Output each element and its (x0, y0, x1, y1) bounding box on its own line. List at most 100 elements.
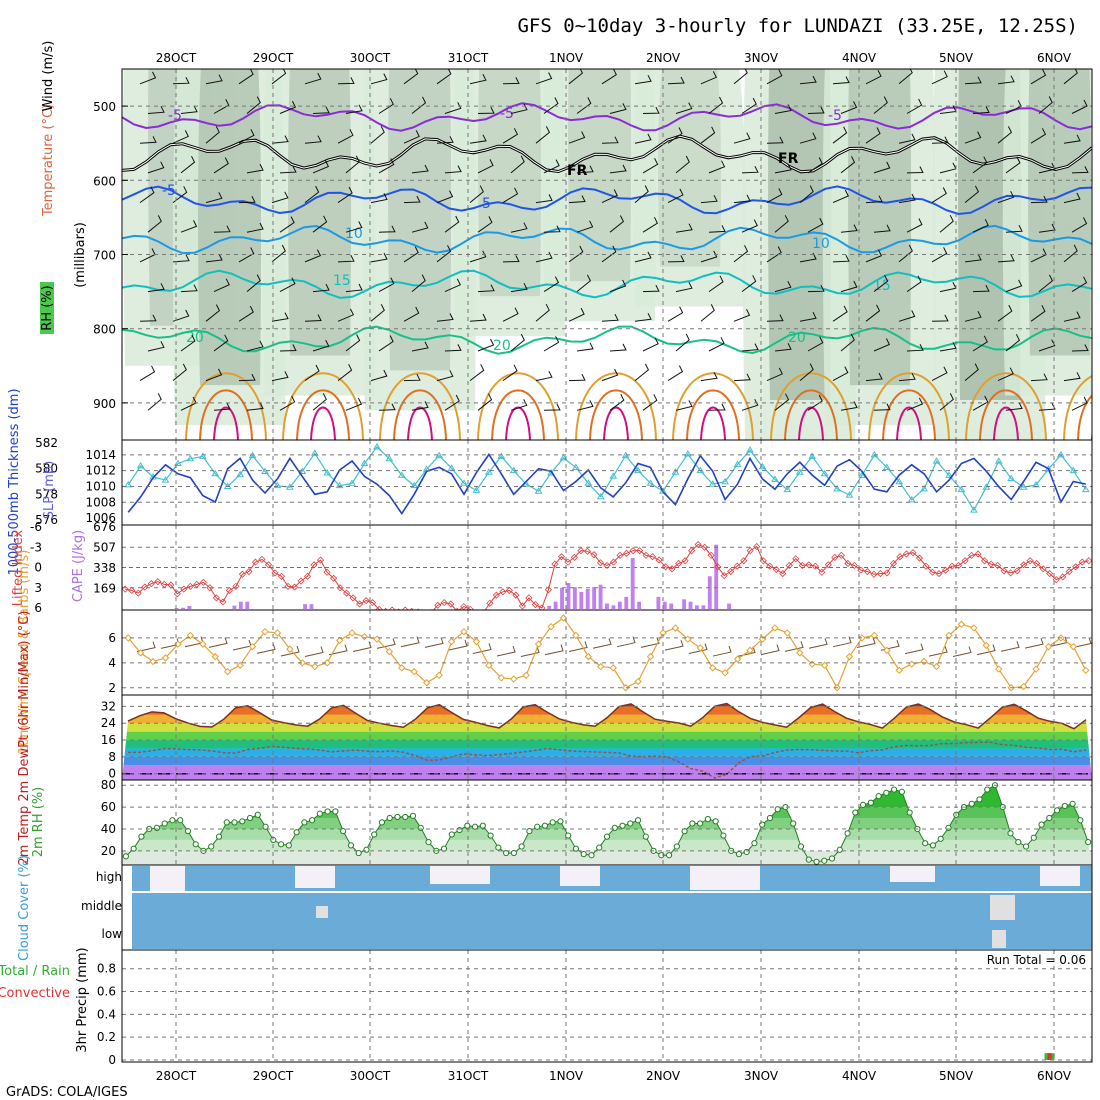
upper-wind-barb (873, 274, 889, 292)
upper-wind-barb (906, 166, 924, 174)
wind-speed-point (286, 645, 294, 653)
rh-point (409, 812, 417, 819)
lifted-index-point (251, 558, 260, 566)
lifted-index-point (688, 547, 696, 555)
rh-ytick: 40 (101, 822, 116, 836)
upper-wind-barb (939, 393, 954, 411)
date-label-top: 2NOV (646, 51, 681, 65)
precip-axis-label: 3hr Precip (mm) (75, 947, 90, 1052)
surface-wind-barb (520, 646, 540, 658)
cape-bar (174, 608, 179, 609)
upper-wind-barb (807, 157, 823, 174)
slp-point (833, 484, 841, 492)
wind-speed-point (410, 667, 418, 676)
isotherm-label: FR (778, 151, 799, 167)
temp-band (122, 706, 1092, 715)
surface-wind-barb (472, 643, 492, 654)
rh-ytick: 60 (101, 800, 116, 814)
upper-wind-barb (510, 155, 525, 174)
slp-point (186, 454, 195, 462)
wind-speed-point (970, 624, 978, 632)
upper-air-ytick: 500 (93, 100, 116, 114)
lifted-index-point (740, 557, 748, 565)
wind-speed-point (223, 667, 232, 676)
rh-point (239, 818, 246, 825)
upper-wind-barb (1038, 339, 1056, 352)
upper-wind-barb (997, 190, 1015, 204)
lifted-index-point (440, 599, 448, 607)
wind-speed-point (385, 647, 394, 656)
rh-point (572, 845, 580, 852)
wind-speed-point (311, 662, 319, 671)
lifted-index-point (941, 566, 950, 574)
wind-speed-point (708, 664, 717, 672)
wind-speed-point (696, 644, 704, 652)
lifted-index-point (206, 584, 214, 592)
lifted-index-point (141, 583, 149, 591)
slp-point (460, 479, 468, 486)
rh-point (852, 809, 859, 816)
slp-point (572, 463, 580, 470)
temp-bands (122, 703, 1092, 780)
lifted-index-point (369, 599, 377, 607)
wind-speed-point (1082, 666, 1090, 675)
slp-point (236, 470, 245, 478)
cape-bar (727, 603, 731, 609)
date-label-top: 28OCT (156, 51, 197, 65)
wind-speed-point (534, 640, 543, 648)
lifted-index-point (766, 562, 774, 570)
date-label-bottom: 3NOV (744, 1069, 779, 1083)
wind-speed-point (721, 669, 729, 677)
wind-ytick: 6 (108, 631, 116, 645)
isotherm-boundary-layer (393, 389, 447, 440)
temperature-axis-label: Temperature (°C) (41, 104, 56, 217)
lifted-index-point (375, 605, 383, 610)
rh-point (805, 856, 812, 863)
wind-speed-point (945, 631, 953, 640)
upper-wind-barb (1030, 305, 1046, 322)
upper-wind-barb (205, 192, 223, 204)
upper-wind-barb (205, 74, 223, 85)
isotherm-line (122, 269, 1092, 299)
rh-point (759, 821, 766, 828)
isotherm-label: FR (567, 163, 588, 179)
upper-wind-barb (502, 77, 520, 85)
isotherm-boundary-layer (407, 406, 433, 440)
upper-wind-barb (477, 284, 495, 293)
rh-point (1046, 814, 1053, 822)
upper-wind-barb (535, 194, 553, 204)
upper-wind-barb (708, 160, 726, 174)
upper-wind-barb (675, 333, 690, 352)
rh-point (153, 824, 161, 831)
upper-wind-barb (337, 363, 353, 381)
rh-band (122, 839, 1092, 851)
upper-wind-barb (411, 341, 429, 352)
upper-wind-barb (1005, 402, 1023, 411)
upper-wind-barb (510, 399, 528, 411)
rh-point (464, 822, 471, 829)
upper-wind-barb (609, 164, 627, 174)
lifted-ytick: -6 (30, 520, 42, 534)
lifted-index-point (297, 577, 305, 585)
rh-point (588, 852, 595, 859)
slp-point (969, 506, 978, 513)
lifted-index-point (232, 582, 240, 590)
cape-bar (714, 544, 719, 609)
upper-wind-barb (378, 158, 395, 174)
cape-bar (624, 596, 629, 609)
upper-wind-barb (832, 305, 848, 322)
rh-point (867, 799, 874, 806)
cape-bar (572, 587, 577, 609)
upper-wind-barb (444, 215, 460, 233)
thickness-axis-label: 1000-500mb Thickness (dm) (7, 388, 22, 575)
lifted-index-point (388, 606, 396, 610)
upper-wind-barb (898, 193, 916, 204)
lifted-index-point (284, 582, 292, 590)
lifted-index-point (383, 607, 388, 610)
upper-wind-barb (766, 136, 784, 144)
upper-wind-barb (403, 306, 420, 322)
rh-point (1077, 817, 1084, 824)
date-label-top: 4NOV (842, 51, 877, 65)
upper-wind-barb (205, 253, 223, 263)
